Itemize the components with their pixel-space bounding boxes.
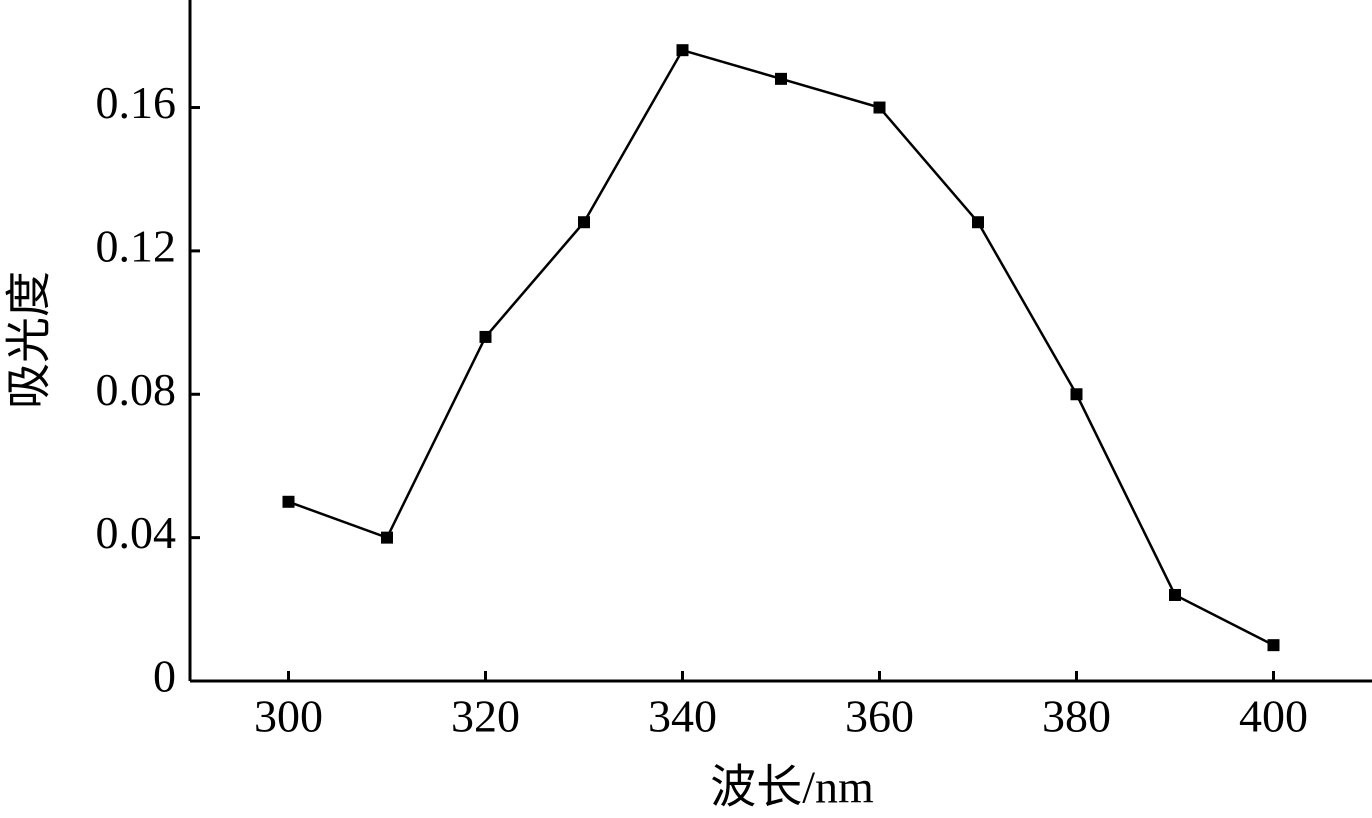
marker <box>282 495 295 508</box>
y-tick-label: 0.12 <box>96 220 177 271</box>
marker <box>873 101 886 114</box>
marker <box>676 44 689 57</box>
x-tick-label: 400 <box>1239 691 1308 742</box>
marker <box>1070 388 1083 401</box>
marker <box>578 216 590 229</box>
marker <box>1267 639 1280 652</box>
y-tick-label: 0.16 <box>96 77 177 128</box>
marker <box>479 330 492 343</box>
x-tick-label: 300 <box>254 691 323 742</box>
y-tick-label: 0 <box>153 651 176 702</box>
x-tick-label: 380 <box>1042 691 1111 742</box>
marker <box>1169 588 1181 601</box>
y-axis-label: 吸光度 <box>4 271 55 409</box>
y-tick-label: 0.04 <box>96 507 177 558</box>
x-tick-label: 360 <box>845 691 914 742</box>
x-axis-label: 波长/nm <box>710 762 874 813</box>
line <box>288 48 1275 647</box>
marker <box>972 216 984 229</box>
marker <box>381 531 393 544</box>
x-tick-label: 320 <box>451 691 520 742</box>
x-tick-label: 340 <box>648 691 717 742</box>
y-tick-label: 0.08 <box>96 364 177 415</box>
marker <box>775 72 787 85</box>
